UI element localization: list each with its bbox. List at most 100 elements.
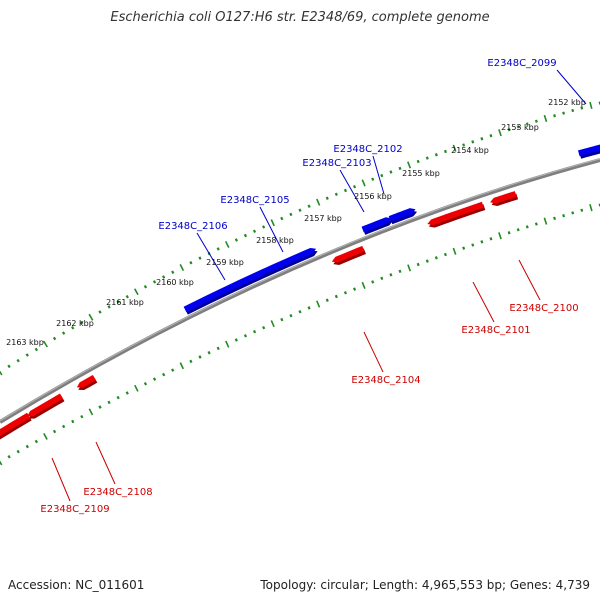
outer-scale-tick — [162, 275, 166, 279]
inner-scale-tick — [262, 325, 266, 330]
outer-scale-tick — [34, 347, 39, 352]
scale-labels: 2152 kbp 2153 kbp 2154 kbp 2155 kbp 2156 kbp… — [6, 98, 586, 347]
topology-summary: Topology: circular; Length: 4,965,553 bp… — [260, 578, 590, 592]
inner-scale-tick — [489, 237, 493, 241]
inner-scale-tick — [580, 208, 584, 212]
inner-scale-tick — [371, 280, 375, 284]
inner-scale-tick — [553, 216, 557, 221]
gene-arrow — [388, 208, 416, 222]
inner-scale-tick — [471, 243, 475, 247]
inner-scale-tick — [0, 460, 3, 466]
backbone-highlight — [0, 158, 600, 422]
scale-label: 2162 kbp — [56, 319, 94, 328]
outer-scale-tick — [280, 216, 284, 221]
gene-leader-line — [51, 457, 71, 502]
outer-scale-tick — [416, 159, 420, 164]
outer-scale-tick — [452, 144, 457, 152]
inner-scale-tick — [543, 217, 548, 225]
outer-scale-tick — [489, 134, 493, 138]
gene-label: E2348C_2106 — [158, 221, 227, 232]
inner-scale-tick — [34, 439, 38, 444]
gene-labels: E2348C_2099 E2348C_2102 E2348C_2103 E2348C_… — [40, 58, 587, 515]
gene-leader-line — [372, 155, 385, 195]
inner-scale-tick — [25, 444, 29, 449]
outer-scale-tick — [334, 192, 338, 197]
gene-leader-line — [196, 232, 226, 281]
outer-scale-tick — [88, 313, 94, 321]
outer-scale-tick — [425, 156, 429, 160]
outer-scale-tick — [61, 331, 66, 335]
inner-scale-tick — [134, 384, 139, 392]
inner-scale-tick — [143, 381, 148, 386]
outer-scale-tick — [352, 184, 357, 189]
inner-scale-tick — [171, 368, 175, 372]
inner-scale-tick — [216, 346, 220, 351]
inner-scale-tick — [389, 273, 393, 277]
outer-scale-tick — [52, 336, 57, 341]
gene-label: E2348C_2101 — [461, 325, 530, 336]
outer-scale-tick — [407, 161, 412, 169]
outer-scale-tick — [224, 240, 230, 248]
outer-scale-tick — [98, 310, 102, 314]
outer-scale-tick — [143, 284, 148, 289]
inner-scale-tick — [88, 408, 94, 416]
scale-ticks — [0, 101, 600, 466]
inner-scale-tick — [534, 222, 538, 226]
gene-label: E2348C_2104 — [351, 375, 420, 386]
inner-scale-tick — [162, 372, 166, 377]
genome-title: Escherichia coli O127:H6 str. E2348/69, … — [110, 10, 490, 25]
inner-scale-tick — [334, 294, 338, 299]
gene-arrow — [27, 393, 63, 417]
inner-scale-tick — [407, 264, 412, 272]
inner-scale-tick — [571, 211, 575, 215]
outer-scale-tick — [80, 320, 84, 325]
inner-scale-tick — [361, 281, 366, 289]
scale-label: 2155 kbp — [402, 169, 440, 178]
outer-scale-tick — [471, 140, 475, 144]
inner-scale-tick — [62, 424, 66, 429]
inner-scale-tick — [234, 338, 238, 342]
gene-label: E2348C_2102 — [333, 144, 402, 155]
scale-label: 2163 kbp — [6, 338, 44, 347]
outer-scale-tick — [589, 101, 593, 110]
outer-scale-tick — [480, 137, 484, 141]
inner-scale-tick — [179, 362, 185, 370]
inner-scale-tick — [325, 298, 329, 302]
scale-label: 2158 kbp — [256, 236, 294, 245]
outer-scale-tick — [171, 270, 175, 275]
scale-label: 2160 kbp — [156, 278, 194, 287]
scale-label: 2161 kbp — [106, 298, 144, 307]
outer-scale-tick — [179, 264, 185, 271]
inner-scale-tick — [116, 395, 120, 400]
inner-scale-tick — [516, 228, 520, 232]
inner-scale-tick — [270, 320, 275, 328]
inner-scale-tick — [380, 276, 384, 280]
inner-scale-tick — [589, 203, 593, 212]
inner-scale-tick — [498, 232, 502, 240]
inner-scale-tick — [152, 377, 157, 381]
gene-label: E2348C_2108 — [83, 487, 152, 498]
inner-scale-tick — [98, 405, 102, 409]
gene-arrow — [262, 247, 317, 275]
inner-scale-tick — [507, 231, 511, 235]
inner-scale-tick — [525, 225, 529, 229]
inner-scale-tick — [280, 317, 284, 322]
outer-scale-tick — [398, 166, 402, 171]
inner-scale-tick — [243, 334, 248, 338]
outer-scale-tick — [0, 370, 3, 376]
inner-scale-tick — [207, 350, 211, 355]
accession-text: Accession: NC_011601 — [8, 578, 145, 592]
outer-scale-tick — [571, 108, 575, 113]
outer-scale-tick — [534, 119, 538, 123]
gene-leader-line — [363, 331, 384, 373]
inner-scale-tick — [443, 252, 447, 257]
outer-scale-tick — [42, 340, 48, 348]
outer-scale-tick — [325, 196, 329, 200]
genome-backbone — [0, 158, 600, 424]
outer-scale-tick — [216, 247, 220, 251]
outer-scale-tick — [316, 198, 321, 206]
gene-leader-line — [556, 69, 587, 105]
outer-scale-tick — [462, 143, 466, 147]
outer-scale-tick — [307, 204, 311, 208]
